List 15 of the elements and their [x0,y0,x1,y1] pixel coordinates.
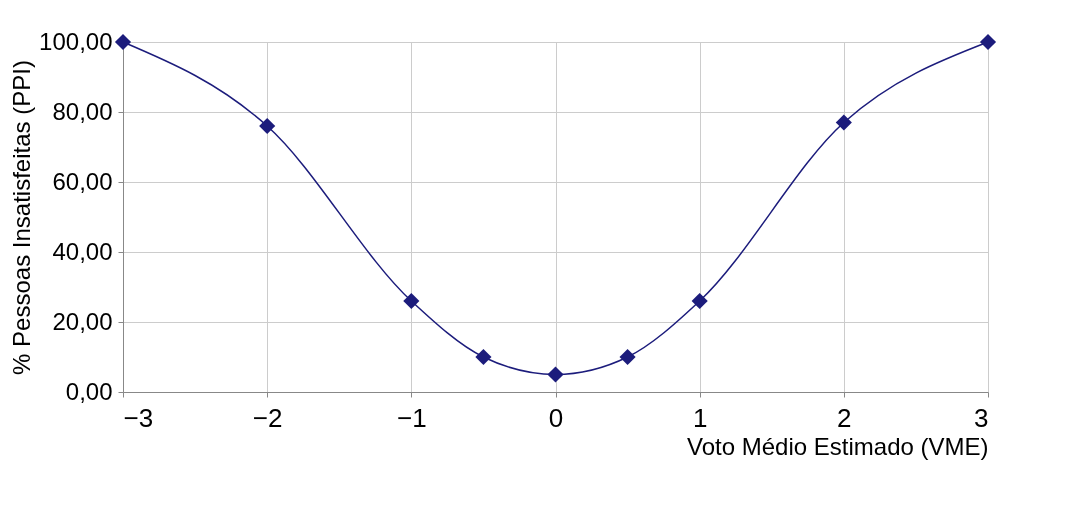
x-tick-label: 2 [837,402,852,433]
y-tick-label: 40,00 [52,237,113,265]
x-tick-label: −1 [397,402,427,433]
x-tick-label: −2 [252,402,283,433]
x-tick-label: 0 [548,402,564,433]
y-tick-label: 20,00 [52,307,113,335]
y-tick-label: 0,00 [65,377,113,405]
y-tick-label: 80,00 [52,97,113,125]
x-tick-label: −3 [123,402,154,433]
y-tick-label: 100,00 [39,27,113,55]
x-tick-label: 3 [974,402,989,433]
y-axis-title: % Pessoas Insatisfeitas (PPI) [8,60,36,375]
x-tick-label: 1 [692,402,708,433]
y-tick-label: 60,00 [52,167,113,195]
x-axis-title: Voto Médio Estimado (VME) [687,432,989,460]
